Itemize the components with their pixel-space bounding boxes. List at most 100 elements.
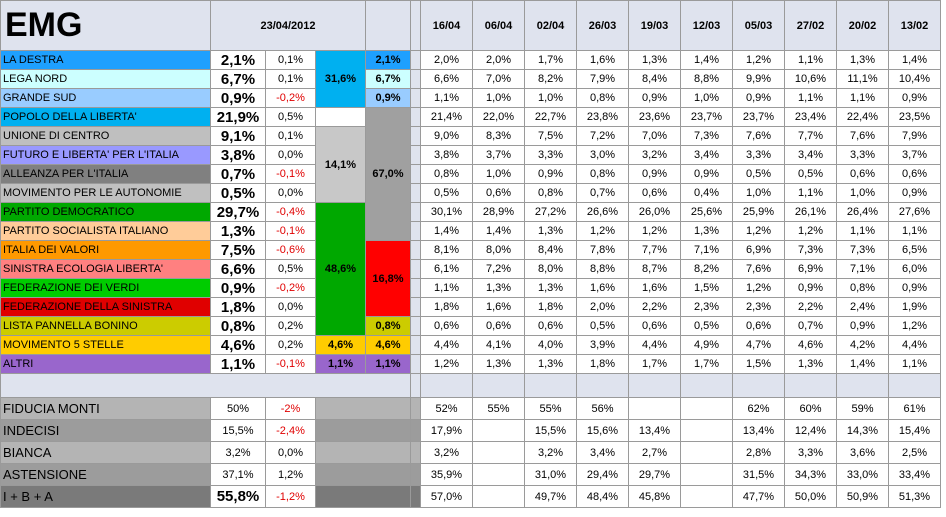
party-value: 0,9% [210,278,266,298]
history-value: 0,6% [732,316,785,336]
history-value: 1,3% [628,50,681,70]
history-value: 2,7% [628,441,681,464]
history-value: 1,3% [524,354,577,374]
history-value: 0,6% [888,164,941,184]
history-value: 7,3% [836,240,889,260]
history-value: 1,5% [732,354,785,374]
history-value: 3,7% [888,145,941,165]
history-value: 1,2% [732,221,785,241]
indicator-name: FIDUCIA MONTI [0,397,211,420]
party-name: LISTA PANNELLA BONINO [0,316,211,336]
indicator-name: BIANCA [0,441,211,464]
history-value: 0,9% [680,164,733,184]
history-value: 1,3% [784,354,837,374]
history-value: 22,7% [524,107,577,127]
column-separator [410,107,421,127]
history-value: 8,3% [472,126,525,146]
party-name: POPOLO DELLA LIBERTA' [0,107,211,127]
indicator-delta: 0,0% [265,441,316,464]
history-value: 27,2% [524,202,577,222]
indicator-value: 3,2% [210,441,266,464]
header-row: EMG 23/04/2012 16/04 06/04 02/04 26/03 19/03 12… [0,0,941,51]
history-value: 49,7% [524,485,577,508]
history-value: 0,9% [524,164,577,184]
history-value: 51,3% [888,485,941,508]
history-value: 23,4% [784,107,837,127]
party-value: 6,7% [210,69,266,89]
history-value: 1,3% [836,50,889,70]
history-value: 31,5% [732,463,785,486]
history-value: 7,6% [732,259,785,279]
lega-group-value: 6,7% [365,69,411,89]
indicator-delta: -1,2% [265,485,316,508]
party-name: PARTITO SOCIALISTA ITALIANO [0,221,211,241]
column-separator [410,240,421,260]
history-value: 8,7% [628,259,681,279]
history-value: 1,0% [680,88,733,108]
indicator-delta: -2% [265,397,316,420]
m5s-coalition-value: 4,6% [315,335,366,355]
history-value: 0,6% [836,164,889,184]
history-value: 1,9% [888,297,941,317]
history-value: 0,9% [888,88,941,108]
history-value: 1,1% [836,221,889,241]
party-name: SINISTRA ECOLOGIA LIBERTA' [0,259,211,279]
history-value: 4,9% [680,335,733,355]
history-value: 17,9% [420,419,473,442]
indicator-name: I + B + A [0,485,211,508]
history-value: 1,6% [472,297,525,317]
history-value: 23,8% [576,107,629,127]
history-date: 06/04 [472,0,525,51]
history-value: 2,4% [836,297,889,317]
history-value: 34,3% [784,463,837,486]
indicator-empty [315,485,411,508]
history-value: 1,0% [836,183,889,203]
history-value: 4,0% [524,335,577,355]
history-value: 1,4% [888,50,941,70]
history-value: 57,0% [420,485,473,508]
history-value: 0,9% [784,278,837,298]
history-value: 48,4% [576,485,629,508]
poll-table: EMG 23/04/2012 16/04 06/04 02/04 26/03 19/03 12… [0,0,941,508]
history-value [472,419,525,442]
party-row: ALLEANZA PER L'ITALIA 0,7% -0,1% 0,8% 1,0% 0,… [0,164,941,184]
history-value: 2,0% [472,50,525,70]
history-value: 56% [576,397,629,420]
history-value: 1,1% [836,88,889,108]
history-value: 0,9% [888,278,941,298]
history-value: 2,0% [420,50,473,70]
history-value: 1,4% [472,221,525,241]
history-value: 1,4% [836,354,889,374]
coalition-left-value: 48,6% [315,202,366,336]
history-value: 3,2% [420,441,473,464]
column-separator [410,88,421,108]
party-row: LA DESTRA 2,1% 0,1% 31,6% 2,1% 2,0% 2,0% 1,7% 1,… [0,50,941,108]
history-value: 0,6% [524,316,577,336]
history-value: 0,6% [472,183,525,203]
indicator-delta: -2,4% [265,419,316,442]
indicator-row: INDECISI 15,5% -2,4% 17,9% 15,5% 15,6% 13,4% 13… [0,419,941,442]
history-date: 26/03 [576,0,629,51]
history-value: 0,9% [836,316,889,336]
indicator-empty [315,419,411,442]
history-value: 4,6% [784,335,837,355]
spacer-cell [732,373,785,398]
history-value: 7,3% [784,240,837,260]
party-value: 1,8% [210,297,266,317]
history-value: 8,1% [420,240,473,260]
page-title: EMG [0,0,211,51]
history-value: 4,4% [888,335,941,355]
column-separator [410,183,421,203]
column-separator [410,50,421,70]
history-value: 0,6% [420,316,473,336]
history-value: 7,0% [628,126,681,146]
history-value: 1,8% [420,297,473,317]
history-value: 23,5% [888,107,941,127]
history-value: 7,0% [472,69,525,89]
party-value: 0,5% [210,183,266,203]
header-separator [410,0,421,51]
party-delta: 0,0% [265,183,316,203]
history-value: 8,2% [680,259,733,279]
history-value [680,419,733,442]
